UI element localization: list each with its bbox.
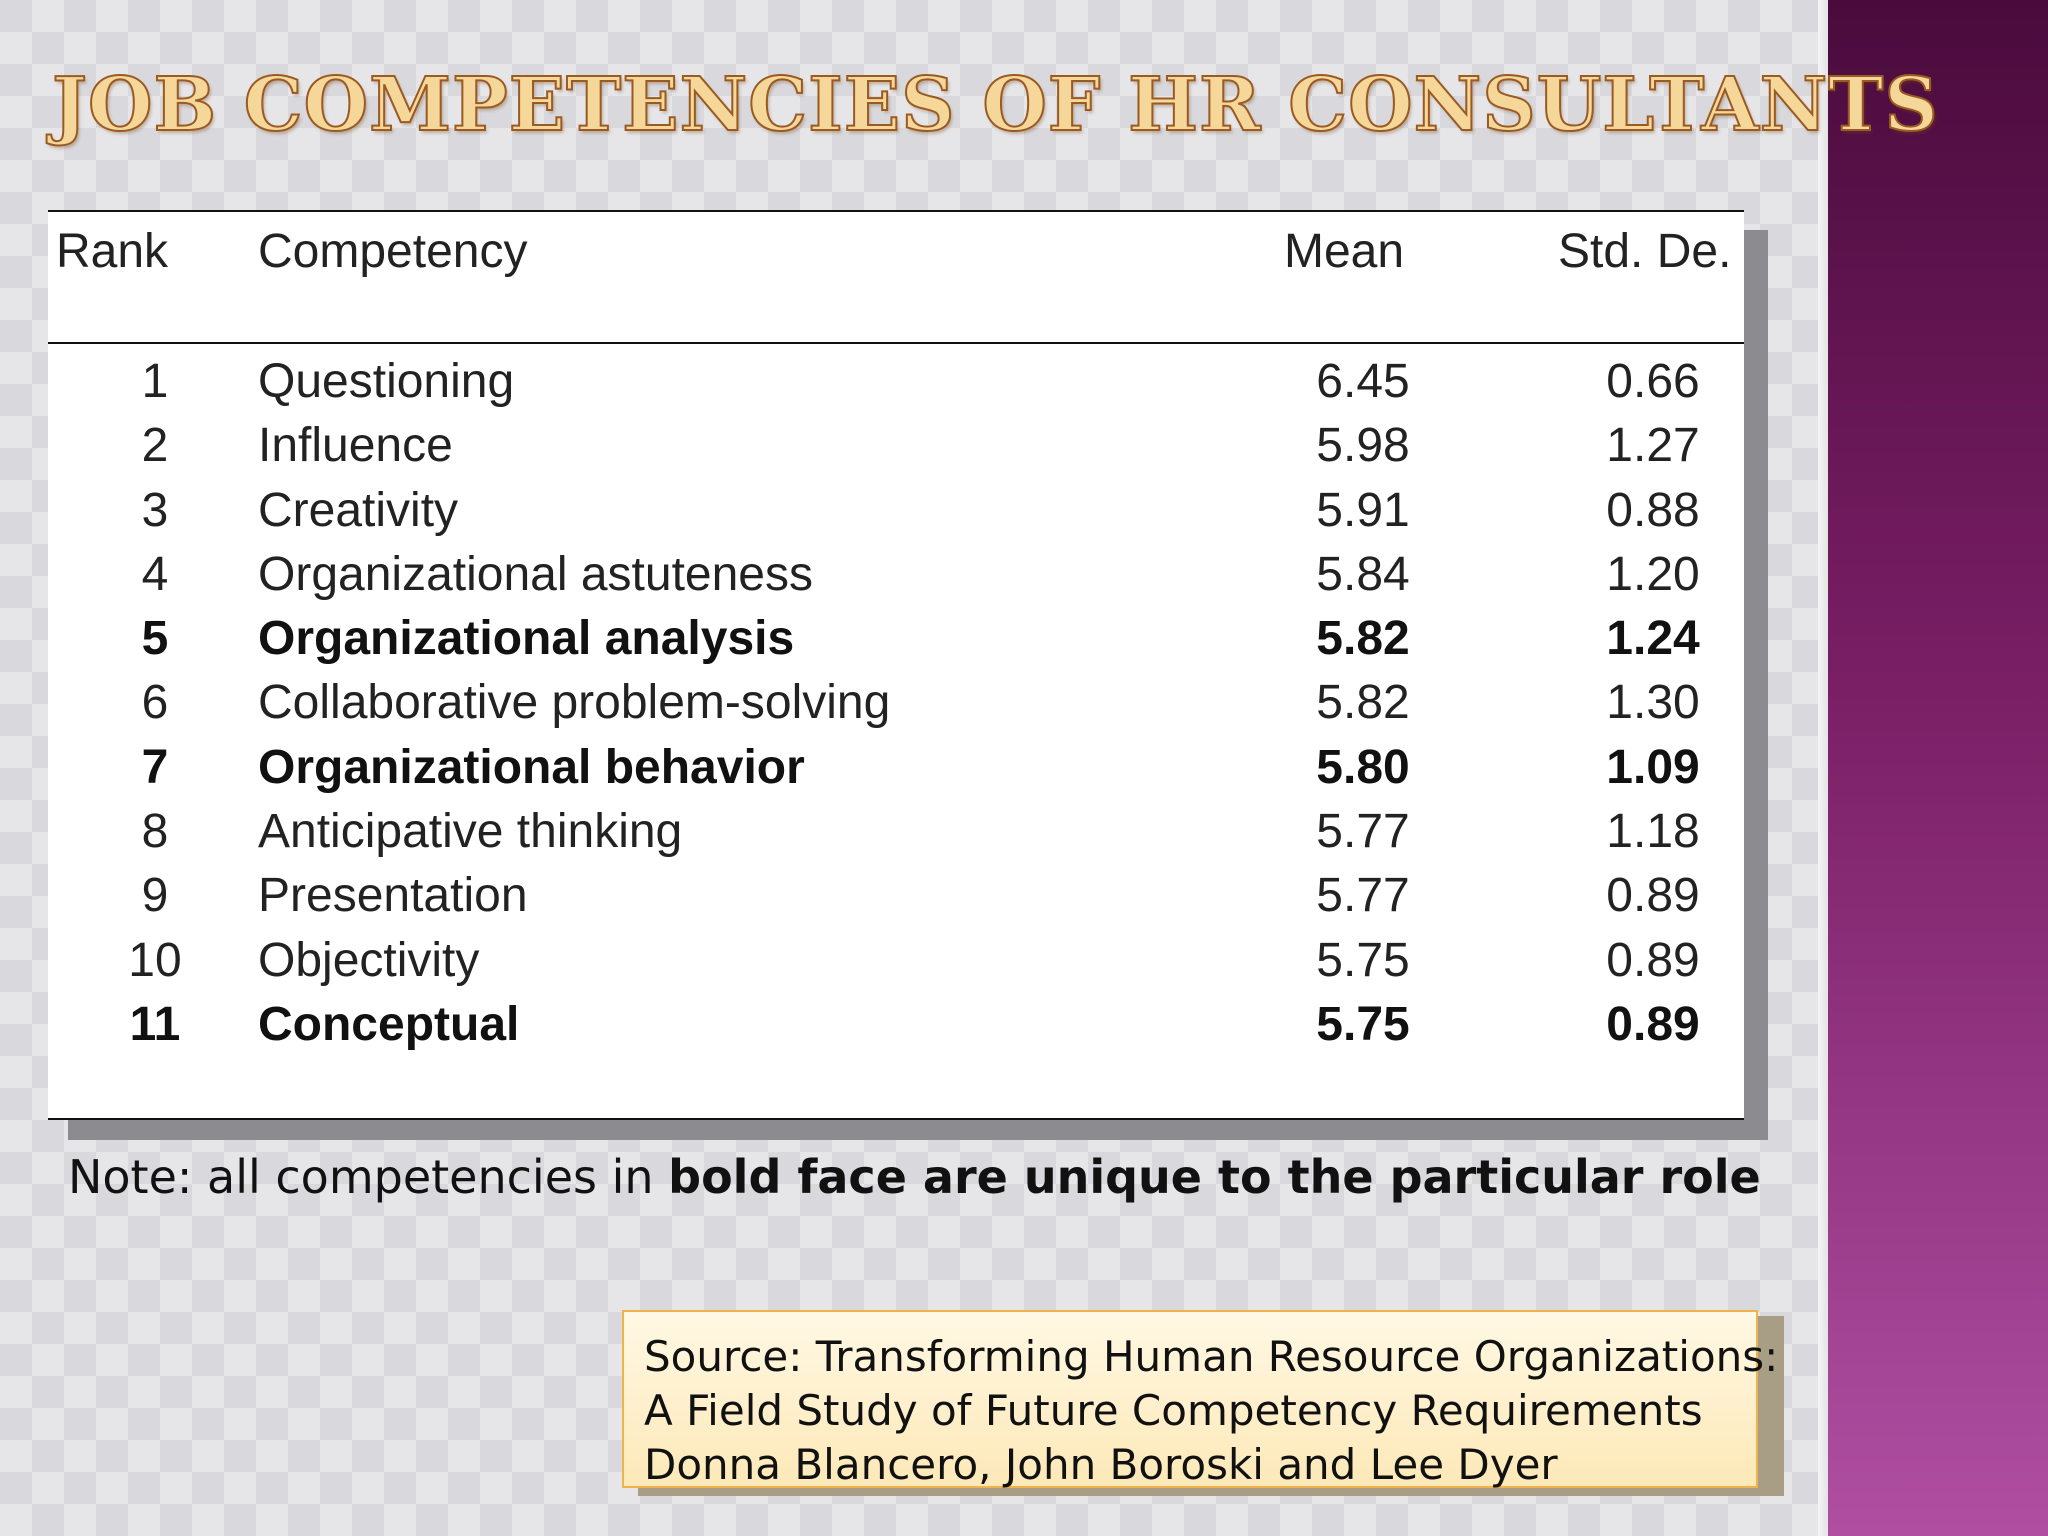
competency-cell: Influence bbox=[258, 419, 453, 473]
mean-cell: 5.75 bbox=[1316, 997, 1410, 1051]
side-accent-band bbox=[1828, 0, 2048, 1536]
table-row: 6 Collaborative problem-solving 5.82 1.3… bbox=[48, 669, 1744, 733]
table-row: 11 Conceptual 5.75 0.89 bbox=[48, 991, 1744, 1055]
source-line: Source: Transforming Human Resource Orga… bbox=[644, 1332, 1779, 1381]
slide-title: JOB COMPETENCIES OF HR CONSULTANTS bbox=[51, 61, 1939, 149]
std-cell: 1.20 bbox=[1606, 547, 1700, 601]
header-rank: Rank bbox=[56, 225, 169, 278]
mean-cell: 5.91 bbox=[1316, 483, 1410, 537]
bold-note: Note: all competencies in bold face are … bbox=[68, 1150, 1761, 1204]
mean-cell: 5.98 bbox=[1316, 419, 1410, 473]
competency-cell: Organizational behavior bbox=[258, 740, 805, 794]
rank-cell: 8 bbox=[141, 805, 169, 859]
mean-cell: 5.82 bbox=[1316, 676, 1410, 730]
std-cell: 1.27 bbox=[1606, 419, 1700, 473]
source-line: A Field Study of Future Competency Requi… bbox=[644, 1386, 1703, 1435]
mean-cell: 5.80 bbox=[1316, 740, 1410, 794]
competency-cell: Questioning bbox=[258, 355, 515, 408]
rank-cell: 9 bbox=[141, 869, 169, 923]
header-std: Std. De. bbox=[1558, 225, 1732, 278]
table-row: 2 Influence 5.98 1.27 bbox=[48, 412, 1744, 476]
rank-cell: 7 bbox=[141, 740, 169, 794]
rank-cell: 3 bbox=[141, 483, 169, 537]
std-cell: 1.18 bbox=[1606, 805, 1700, 859]
competency-cell: Objectivity bbox=[258, 933, 480, 987]
competency-cell: Collaborative problem-solving bbox=[258, 676, 891, 730]
table-row: 10 Objectivity 5.75 0.89 bbox=[48, 927, 1744, 991]
table-row: 4 Organizational astuteness 5.84 1.20 bbox=[48, 541, 1744, 605]
competency-cell: Organizational astuteness bbox=[258, 547, 813, 601]
mean-cell: 5.82 bbox=[1316, 612, 1410, 666]
competency-cell: Anticipative thinking bbox=[258, 805, 683, 859]
rank-cell: 10 bbox=[128, 933, 182, 987]
std-cell: 1.09 bbox=[1606, 740, 1700, 794]
table-row: 9 Presentation 5.77 0.89 bbox=[48, 862, 1744, 926]
table-row: 1 Questioning 6.45 0.66 bbox=[48, 348, 1744, 412]
header-rule bbox=[48, 342, 1744, 344]
std-cell: 1.24 bbox=[1606, 612, 1700, 666]
std-cell: 0.89 bbox=[1606, 997, 1700, 1051]
table-body: 1 Questioning 6.45 0.66 2 Influence 5.98… bbox=[48, 348, 1744, 1055]
competency-cell: Presentation bbox=[258, 869, 528, 923]
rank-cell: 4 bbox=[141, 547, 169, 601]
mean-cell: 5.77 bbox=[1316, 805, 1410, 859]
competency-cell: Conceptual bbox=[258, 997, 520, 1051]
competency-cell: Creativity bbox=[258, 483, 459, 537]
header-competency: Competency bbox=[258, 225, 528, 278]
std-cell: 0.66 bbox=[1606, 355, 1700, 408]
mean-cell: 5.77 bbox=[1316, 869, 1410, 923]
note-bold-text: bold face are unique to the particular r… bbox=[668, 1150, 1761, 1204]
mean-cell: 5.84 bbox=[1316, 547, 1410, 601]
rank-cell: 2 bbox=[141, 419, 169, 473]
competency-cell: Organizational analysis bbox=[258, 612, 795, 666]
std-cell: 0.89 bbox=[1606, 869, 1700, 923]
rank-cell: 6 bbox=[141, 676, 169, 730]
std-cell: 0.89 bbox=[1606, 933, 1700, 987]
rank-cell: 1 bbox=[141, 355, 169, 408]
competency-table: Rank Competency Mean Std. De. 1 Question… bbox=[48, 210, 1744, 1120]
table-row: 7 Organizational behavior 5.80 1.09 bbox=[48, 734, 1744, 798]
table-row: 3 Creativity 5.91 0.88 bbox=[48, 477, 1744, 541]
table-row: 8 Anticipative thinking 5.77 1.18 bbox=[48, 798, 1744, 862]
std-cell: 1.30 bbox=[1606, 676, 1700, 730]
rank-cell: 5 bbox=[141, 612, 169, 666]
table-row: 5 Organizational analysis 5.82 1.24 bbox=[48, 605, 1744, 669]
source-citation: Source: Transforming Human Resource Orga… bbox=[622, 1310, 1779, 1489]
note-prefix: Note: all competencies in bbox=[68, 1150, 669, 1204]
rank-cell: 11 bbox=[129, 997, 181, 1051]
mean-cell: 5.75 bbox=[1316, 933, 1410, 987]
std-cell: 0.88 bbox=[1606, 483, 1700, 537]
header-mean: Mean bbox=[1284, 225, 1405, 278]
source-line: Donna Blancero, John Boroski and Lee Dye… bbox=[644, 1440, 1558, 1489]
mean-cell: 6.45 bbox=[1316, 355, 1410, 408]
